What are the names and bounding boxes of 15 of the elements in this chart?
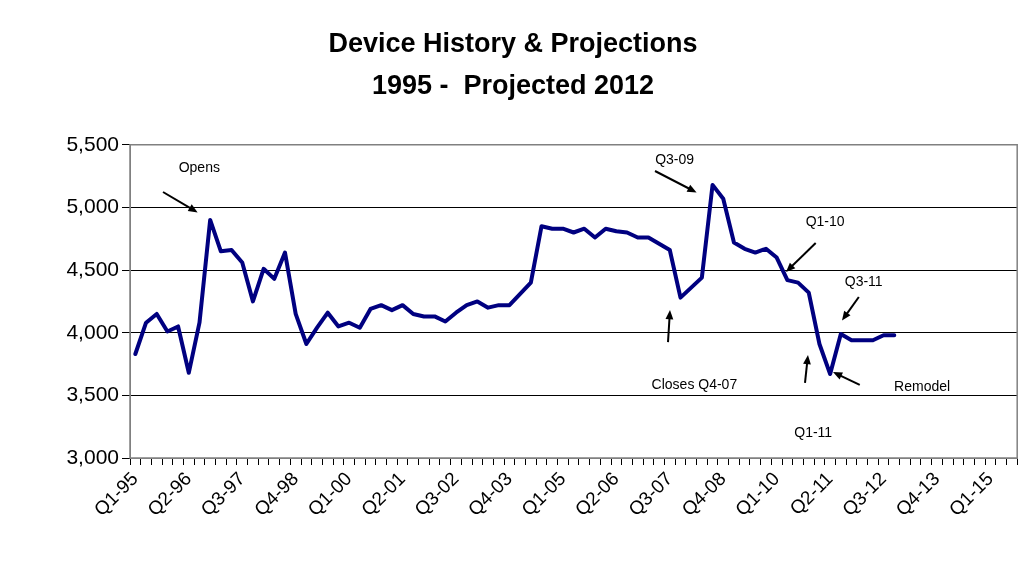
y-tick-label: 4,000	[66, 319, 119, 343]
chart-title: Device History & Projections	[328, 27, 698, 58]
annotation: Remodel	[894, 378, 951, 395]
y-tick-label: 4,500	[66, 256, 119, 280]
y-tick-label: 3,500	[66, 382, 119, 406]
annotation: Closes Q4-07	[651, 375, 738, 392]
y-tick-label: 3,000	[66, 444, 119, 468]
annotation: Q3-11	[844, 272, 883, 289]
annotation: Opens	[178, 159, 220, 176]
annotation: Q1-10	[805, 212, 845, 229]
y-tick-label: 5,500	[66, 131, 119, 155]
y-tick-label: 5,000	[66, 194, 119, 218]
annotation: Q1-11	[794, 424, 833, 441]
annotation: Q3-09	[655, 150, 695, 167]
chart-subtitle: 1995 - Projected 2012	[371, 70, 655, 101]
